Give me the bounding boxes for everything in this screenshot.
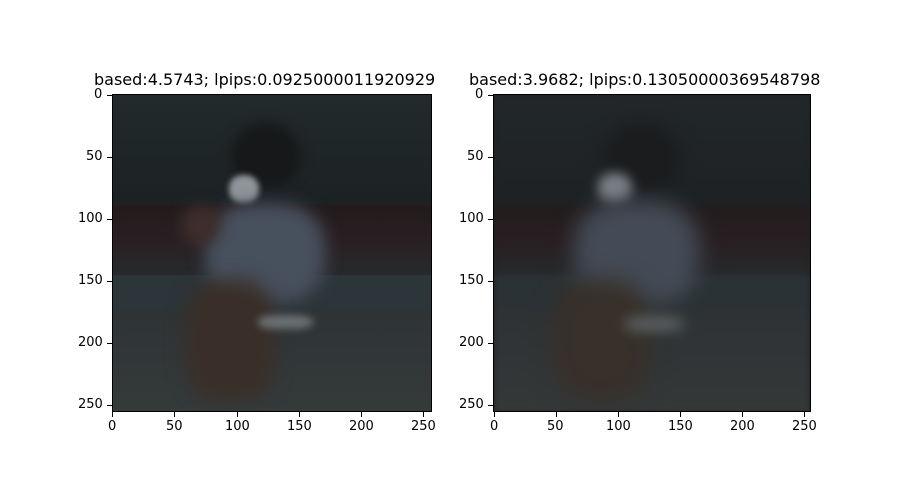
right-panel-title: based:3.9682; lpips:0.13050000369548798 (469, 70, 821, 89)
left-panel-title: based:4.5743; lpips:0.0925000011920929 (94, 70, 436, 89)
right-x-tick: 250 (792, 419, 817, 434)
left-y-tick: 100 (78, 211, 103, 226)
right-y-tick: 150 (459, 273, 484, 288)
left-y-tick: 50 (86, 149, 103, 164)
left-x-tick: 250 (411, 419, 436, 434)
right-x-tick: 200 (730, 419, 755, 434)
right-y-tick: 0 (475, 87, 484, 102)
left-y-tick: 0 (94, 87, 103, 102)
right-image-axes (493, 94, 811, 412)
left-x-tick: 200 (349, 419, 374, 434)
right-photo (494, 95, 810, 411)
left-y-tick: 150 (78, 273, 103, 288)
right-x-tick: 100 (606, 419, 631, 434)
right-x-tick: 50 (547, 419, 564, 434)
left-y-tick: 200 (78, 335, 103, 350)
left-x-tick: 150 (287, 419, 312, 434)
right-y-tick: 200 (459, 335, 484, 350)
right-y-tick: 100 (459, 211, 484, 226)
left-x-tick: 0 (108, 419, 117, 434)
left-photo (113, 95, 431, 411)
right-x-tick: 150 (668, 419, 693, 434)
right-y-tick: 50 (467, 149, 484, 164)
left-image-axes (112, 94, 432, 412)
left-x-tick: 50 (166, 419, 183, 434)
right-x-tick: 0 (490, 419, 499, 434)
left-y-tick: 250 (78, 397, 103, 412)
left-x-tick: 100 (225, 419, 250, 434)
right-y-tick: 250 (459, 397, 484, 412)
